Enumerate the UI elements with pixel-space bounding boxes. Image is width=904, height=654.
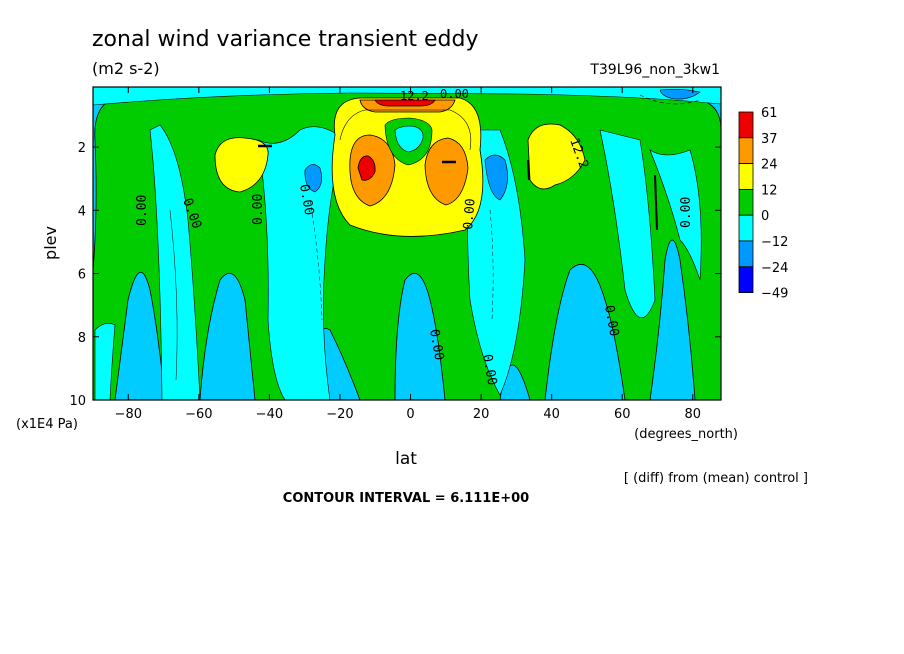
region-blue-right bbox=[484, 154, 508, 201]
legend: 61 37 24 12 0 −12 −24 −49 bbox=[738, 106, 788, 302]
x-tick-label: −80 bbox=[115, 407, 142, 422]
chart-title: zonal wind variance transient eddy bbox=[92, 27, 479, 52]
x-tick-label: 60 bbox=[614, 407, 631, 422]
region-orange-right bbox=[424, 137, 469, 206]
y-tick-label: 8 bbox=[78, 331, 86, 346]
x-axis-title: lat bbox=[395, 449, 417, 469]
x-tick-label: −20 bbox=[326, 407, 353, 422]
chart-units: (m2 s-2) bbox=[92, 59, 160, 78]
x-tick-label: −60 bbox=[185, 407, 212, 422]
contour-label: 0.00 bbox=[461, 198, 479, 231]
x-tick-label: 0 bbox=[406, 407, 414, 422]
legend-label: 61 bbox=[761, 106, 778, 121]
contour-label: 0.00 bbox=[135, 195, 150, 226]
legend-swatch bbox=[738, 188, 754, 216]
region-cyan-equator bbox=[394, 125, 424, 153]
legend-swatch bbox=[738, 214, 754, 242]
y-tick-label: 6 bbox=[78, 268, 86, 283]
legend-swatch bbox=[738, 266, 754, 293]
region-blue-top bbox=[659, 89, 701, 100]
legend-swatch bbox=[738, 240, 754, 268]
x-tick-label: 80 bbox=[685, 407, 702, 422]
y-axis-title: plev bbox=[41, 226, 60, 260]
y-axis: 2 4 6 8 10 bbox=[69, 141, 721, 409]
region-red-top bbox=[374, 99, 436, 107]
x-axis: −80 −60 −40 −20 0 20 40 60 80 bbox=[115, 87, 701, 422]
y-axis-units: (x1E4 Pa) bbox=[16, 417, 78, 432]
contour-label: 0.00 bbox=[479, 353, 499, 386]
legend-label: 24 bbox=[761, 158, 778, 173]
x-tick-label: −40 bbox=[256, 407, 283, 422]
legend-swatch bbox=[738, 163, 754, 190]
region-cyan-col1 bbox=[149, 124, 201, 400]
legend-label: −12 bbox=[761, 235, 788, 250]
legend-label: 37 bbox=[761, 132, 778, 147]
legend-label: −49 bbox=[761, 287, 788, 302]
region-cyan-col5 bbox=[649, 149, 702, 281]
legend-label: 12 bbox=[761, 183, 778, 198]
plot-frame bbox=[92, 86, 722, 401]
legend-swatch bbox=[738, 111, 754, 139]
contour-label: 0.00 bbox=[296, 183, 316, 216]
heatmap-field bbox=[93, 87, 721, 400]
contour-label: 0.00 bbox=[679, 197, 694, 228]
contour-label: 0.00 bbox=[251, 194, 266, 225]
y-tick-label: 10 bbox=[69, 394, 86, 409]
region-cyan-col4 bbox=[599, 129, 656, 319]
x-tick-label: 40 bbox=[543, 407, 560, 422]
contour-label: 0.00 bbox=[601, 304, 621, 337]
contour-label: 0.00 bbox=[426, 328, 446, 361]
contour-interval: CONTOUR INTERVAL = 6.111E+00 bbox=[283, 491, 529, 506]
legend-label: 0 bbox=[761, 209, 769, 224]
region-cyan-top bbox=[93, 87, 721, 106]
region-blue-left bbox=[304, 164, 322, 193]
legend-label: −24 bbox=[761, 261, 788, 276]
x-tick-label: 20 bbox=[473, 407, 490, 422]
contour-label: 0.00 bbox=[440, 87, 469, 101]
x-axis-units: (degrees_north) bbox=[634, 427, 738, 442]
region-yellow-left bbox=[214, 137, 269, 193]
region-cyan-left bbox=[94, 323, 116, 400]
legend-swatch bbox=[738, 137, 754, 165]
experiment-label: T39L96_non_3kw1 bbox=[589, 62, 720, 78]
region-yellow-right bbox=[527, 123, 586, 190]
contour-label: 12.2 bbox=[400, 89, 429, 103]
y-tick-label: 4 bbox=[78, 204, 86, 219]
region-cyan-col2 bbox=[257, 126, 346, 400]
y-tick-label: 2 bbox=[78, 141, 86, 156]
region-red-left bbox=[357, 155, 376, 181]
comparison-note: [ (diff) from (mean) control ] bbox=[624, 471, 808, 486]
